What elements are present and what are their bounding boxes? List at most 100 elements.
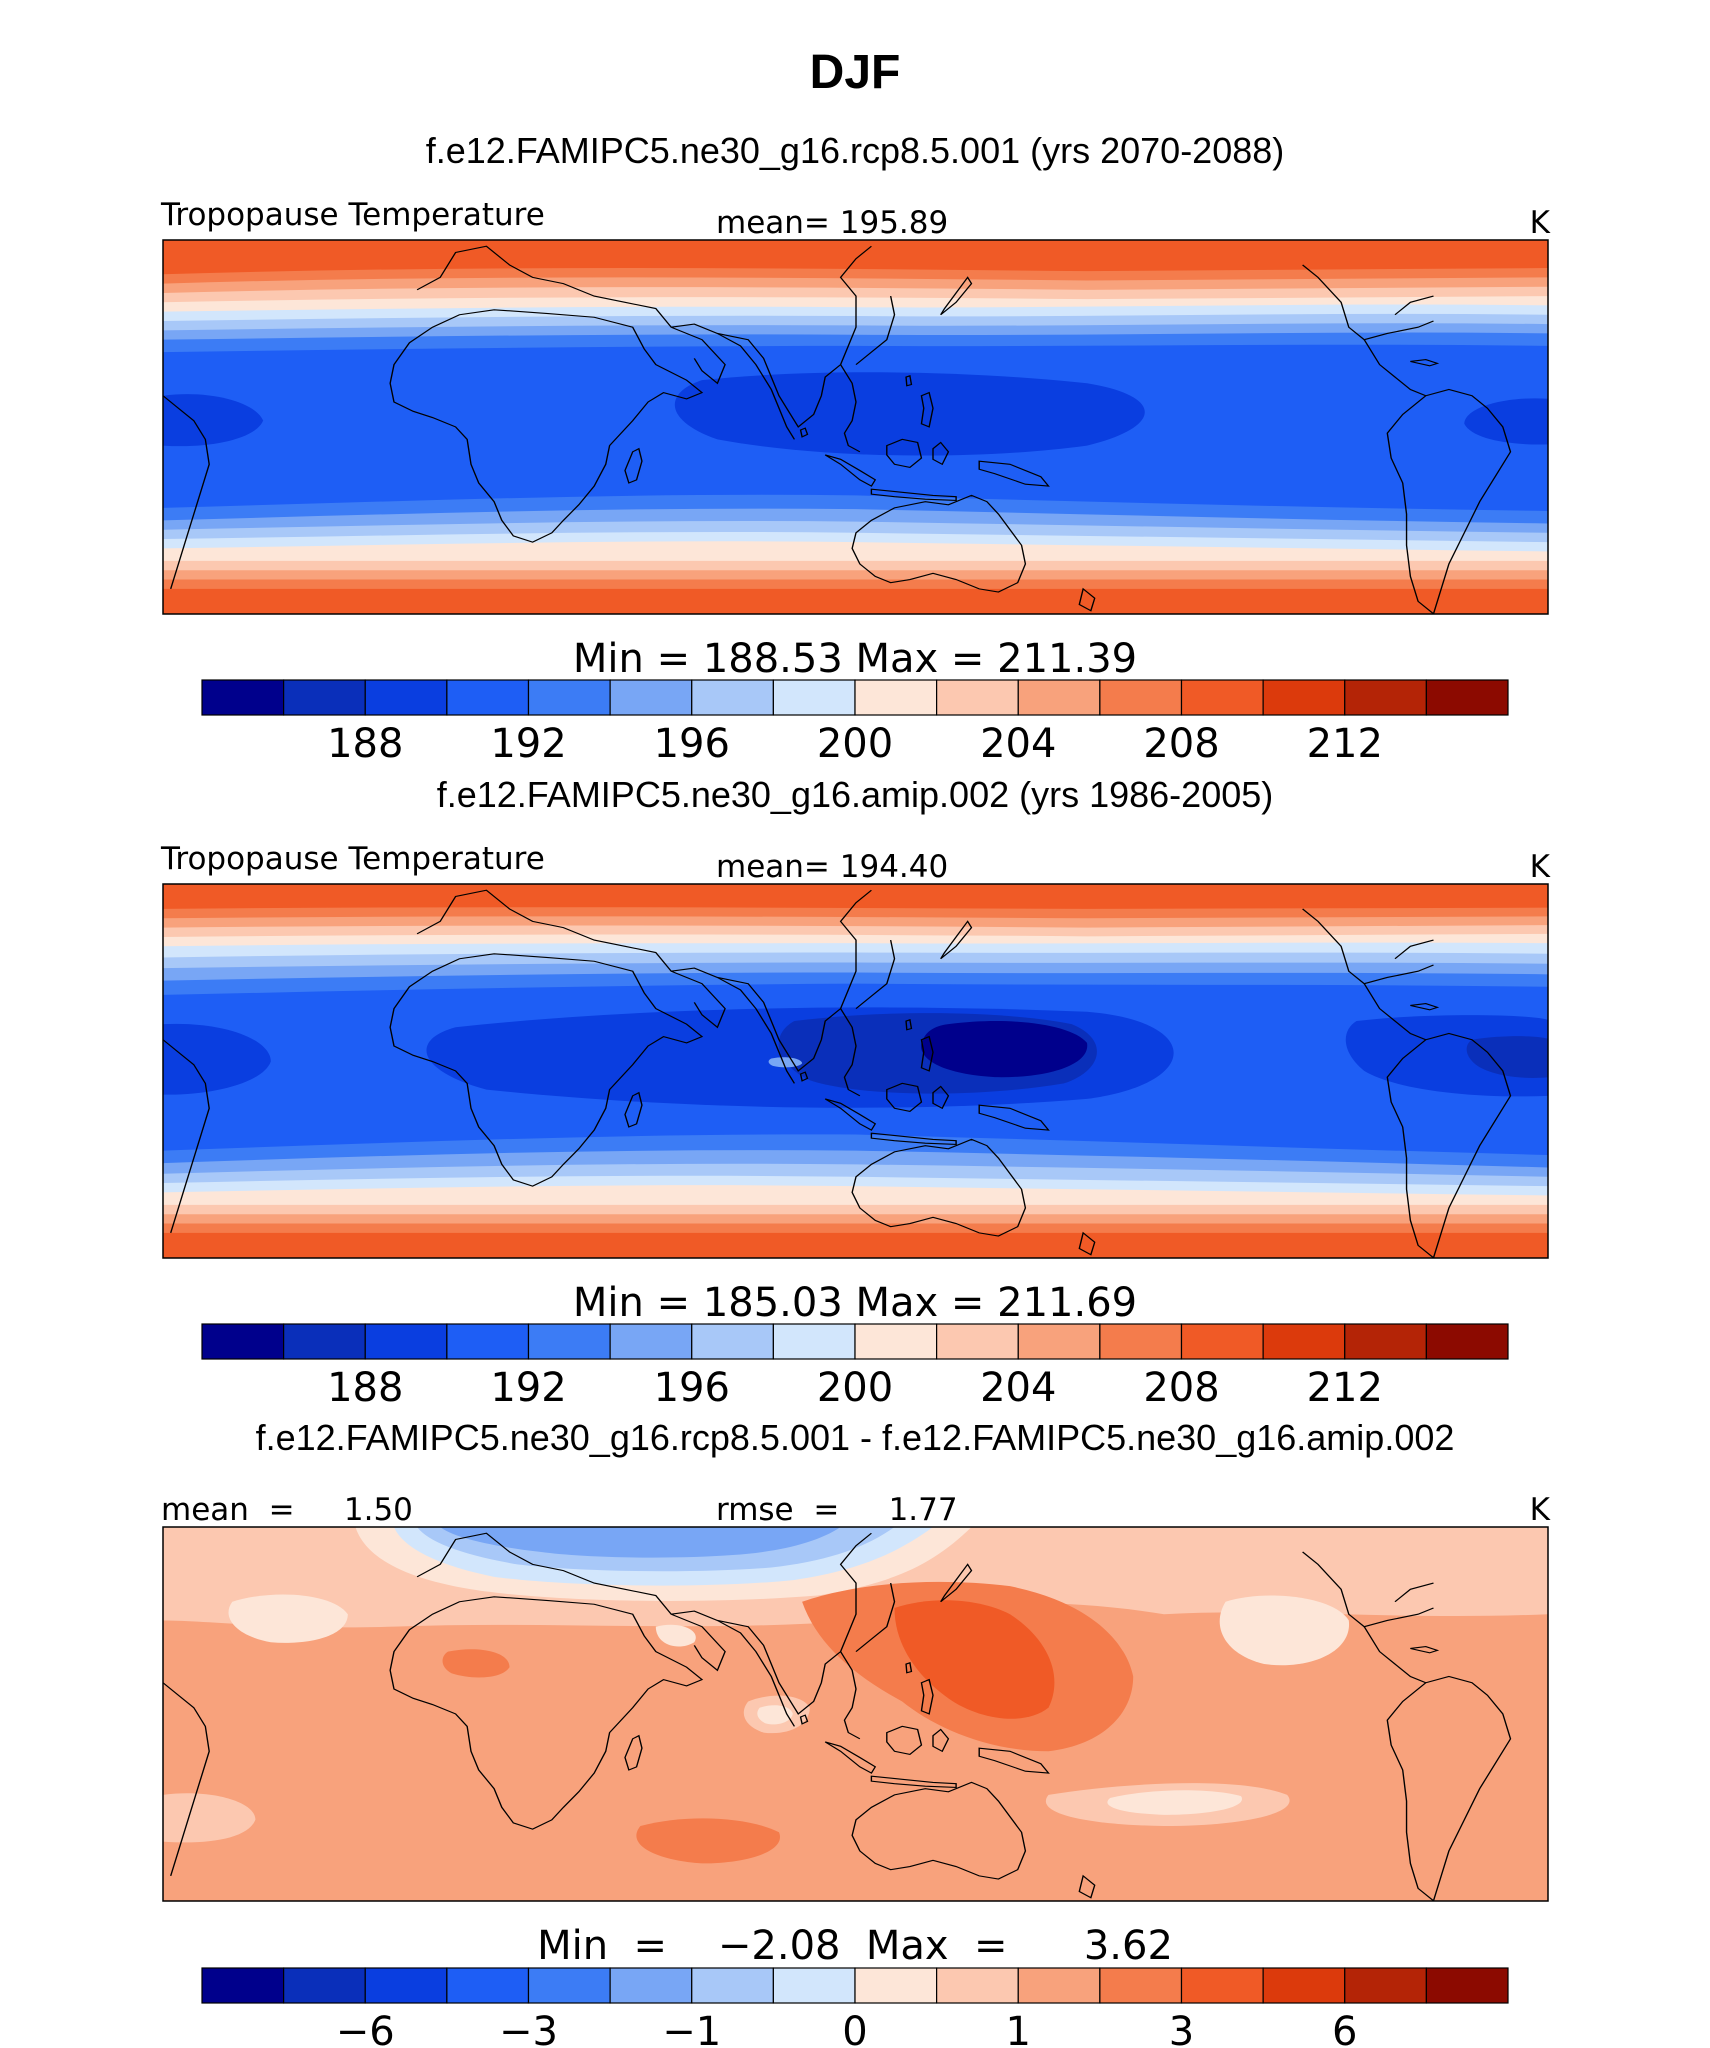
panel-3-colorbar-ticks: −6 −3 −1 0 1 3 6 (336, 2009, 1358, 2048)
colorbar-swatch (1017, 1967, 1101, 2004)
panel-1-colorbar-ticks: 188 192 196 200 204 208 212 (327, 721, 1383, 767)
colorbar-swatch (364, 679, 448, 716)
colorbar-tick-label: 208 (1143, 1365, 1219, 1411)
colorbar-swatch (1180, 679, 1264, 716)
panel-2-subtitle: f.e12.FAMIPC5.ne30_g16.amip.002 (yrs 198… (437, 774, 1274, 815)
colorbar-tick-label: 6 (1332, 2009, 1357, 2048)
colorbar-tick-label: 188 (327, 1365, 403, 1411)
colorbar-swatch (1344, 1323, 1427, 1360)
colorbar-swatch (1262, 1323, 1346, 1360)
colorbar-swatch (283, 679, 366, 716)
colorbar-swatch (691, 1323, 774, 1360)
colorbar-swatch (1425, 679, 1509, 716)
colorbar-tick-label: 212 (1307, 1365, 1383, 1411)
colorbar-swatch (1180, 1967, 1264, 2004)
panel-3-subtitle: f.e12.FAMIPC5.ne30_g16.rcp8.5.001 - f.e1… (256, 1417, 1455, 1458)
colorbar-swatch (1344, 1967, 1427, 2004)
panel-3: f.e12.FAMIPC5.ne30_g16.rcp8.5.001 - f.e1… (161, 1417, 1551, 2048)
colorbar-tick-label: 204 (980, 1365, 1056, 1411)
panel-1-contours (163, 245, 1548, 614)
colorbar-swatch (364, 1323, 448, 1360)
panel-3-units: K (1530, 1492, 1551, 1528)
colorbar-swatch (446, 1323, 530, 1360)
panel-2-range: Min = 185.03 Max = 211.69 (573, 1280, 1137, 1326)
colorbar-swatch (1425, 1967, 1509, 2004)
colorbar-tick-label: 0 (842, 2009, 867, 2048)
colorbar-swatch (201, 1967, 285, 2004)
colorbar-swatch (1262, 679, 1346, 716)
colorbar-swatch (1180, 1323, 1264, 1360)
panel-1-frame (162, 239, 1549, 615)
colorbar-swatch (854, 679, 938, 716)
colorbar-tick-label: −1 (662, 2009, 721, 2048)
panel-3-frame (162, 1526, 1549, 1902)
colorbar-tick-label: −3 (499, 2009, 558, 2048)
colorbar-tick-label: 212 (1307, 721, 1383, 767)
panel-2-frame (162, 883, 1549, 1259)
colorbar-swatch (609, 679, 693, 716)
panel-2-colorbar (201, 1323, 1509, 1360)
colorbar-swatch (283, 1967, 366, 2004)
panel-1-subtitle: f.e12.FAMIPC5.ne30_g16.rcp8.5.001 (yrs 2… (426, 130, 1285, 171)
colorbar-swatch (936, 1323, 1019, 1360)
colorbar-swatch (1344, 679, 1427, 716)
colorbar-swatch (936, 679, 1019, 716)
colorbar-swatch (936, 1967, 1019, 2004)
colorbar-swatch (1017, 1323, 1101, 1360)
colorbar-swatch (772, 679, 856, 716)
colorbar-swatch (364, 1967, 448, 2004)
panel-2: f.e12.FAMIPC5.ne30_g16.amip.002 (yrs 198… (160, 774, 1551, 1411)
panel-1-units: K (1530, 205, 1551, 241)
colorbar-swatch (527, 1967, 611, 2004)
colorbar-swatch (609, 1967, 693, 2004)
colorbar-tick-label: 196 (654, 721, 730, 767)
colorbar-swatch (772, 1967, 856, 2004)
panel-2-contours (163, 889, 1548, 1258)
colorbar-swatch (772, 1323, 856, 1360)
panel-3-mean-label: mean = 1.50 (161, 1492, 413, 1528)
colorbar-swatch (854, 1323, 938, 1360)
colorbar-swatch (691, 679, 774, 716)
colorbar-swatch (1425, 1323, 1509, 1360)
colorbar-tick-label: 208 (1143, 721, 1219, 767)
panel-1-range: Min = 188.53 Max = 211.39 (573, 636, 1137, 682)
panel-3-range: Min = −2.08 Max = 3.62 (537, 1923, 1173, 1969)
colorbar-swatch (854, 1967, 938, 2004)
colorbar-swatch (446, 1967, 530, 2004)
panel-1-mean-label: mean= 195.89 (716, 205, 948, 241)
panel-1-colorbar (201, 679, 1509, 716)
colorbar-tick-label: 200 (817, 721, 893, 767)
colorbar-tick-label: 200 (817, 1365, 893, 1411)
panel-2-left-label: Tropopause Temperature (160, 841, 545, 877)
colorbar-swatch (691, 1967, 774, 2004)
colorbar-tick-label: 196 (654, 1365, 730, 1411)
colorbar-swatch (446, 679, 530, 716)
colorbar-tick-label: 192 (490, 1365, 566, 1411)
panel-3-colorbar (201, 1967, 1509, 2004)
colorbar-tick-label: 1 (1006, 2009, 1031, 2048)
colorbar-swatch (1262, 1967, 1346, 2004)
colorbar-swatch (1099, 1323, 1183, 1360)
colorbar-swatch (1099, 1967, 1183, 2004)
panel-3-rmse-label: rmse = 1.77 (716, 1492, 958, 1528)
panel-2-mean-label: mean= 194.40 (716, 849, 948, 885)
colorbar-swatch (609, 1323, 693, 1360)
panel-1-left-label: Tropopause Temperature (160, 197, 545, 233)
colorbar-swatch (527, 679, 611, 716)
colorbar-tick-label: 3 (1169, 2009, 1194, 2048)
colorbar-swatch (283, 1323, 366, 1360)
panel-2-colorbar-ticks: 188 192 196 200 204 208 212 (327, 1365, 1383, 1411)
colorbar-swatch (1017, 679, 1101, 716)
colorbar-tick-label: 192 (490, 721, 566, 767)
colorbar-swatch (527, 1323, 611, 1360)
colorbar-swatch (201, 679, 285, 716)
figure-title: DJF (810, 46, 901, 99)
colorbar-tick-label: −6 (336, 2009, 395, 2048)
colorbar-tick-label: 204 (980, 721, 1056, 767)
colorbar-swatch (201, 1323, 285, 1360)
panel-3-contours (163, 1527, 1548, 1901)
colorbar-swatch (1099, 679, 1183, 716)
colorbar-tick-label: 188 (327, 721, 403, 767)
panel-1: f.e12.FAMIPC5.ne30_g16.rcp8.5.001 (yrs 2… (160, 130, 1551, 767)
